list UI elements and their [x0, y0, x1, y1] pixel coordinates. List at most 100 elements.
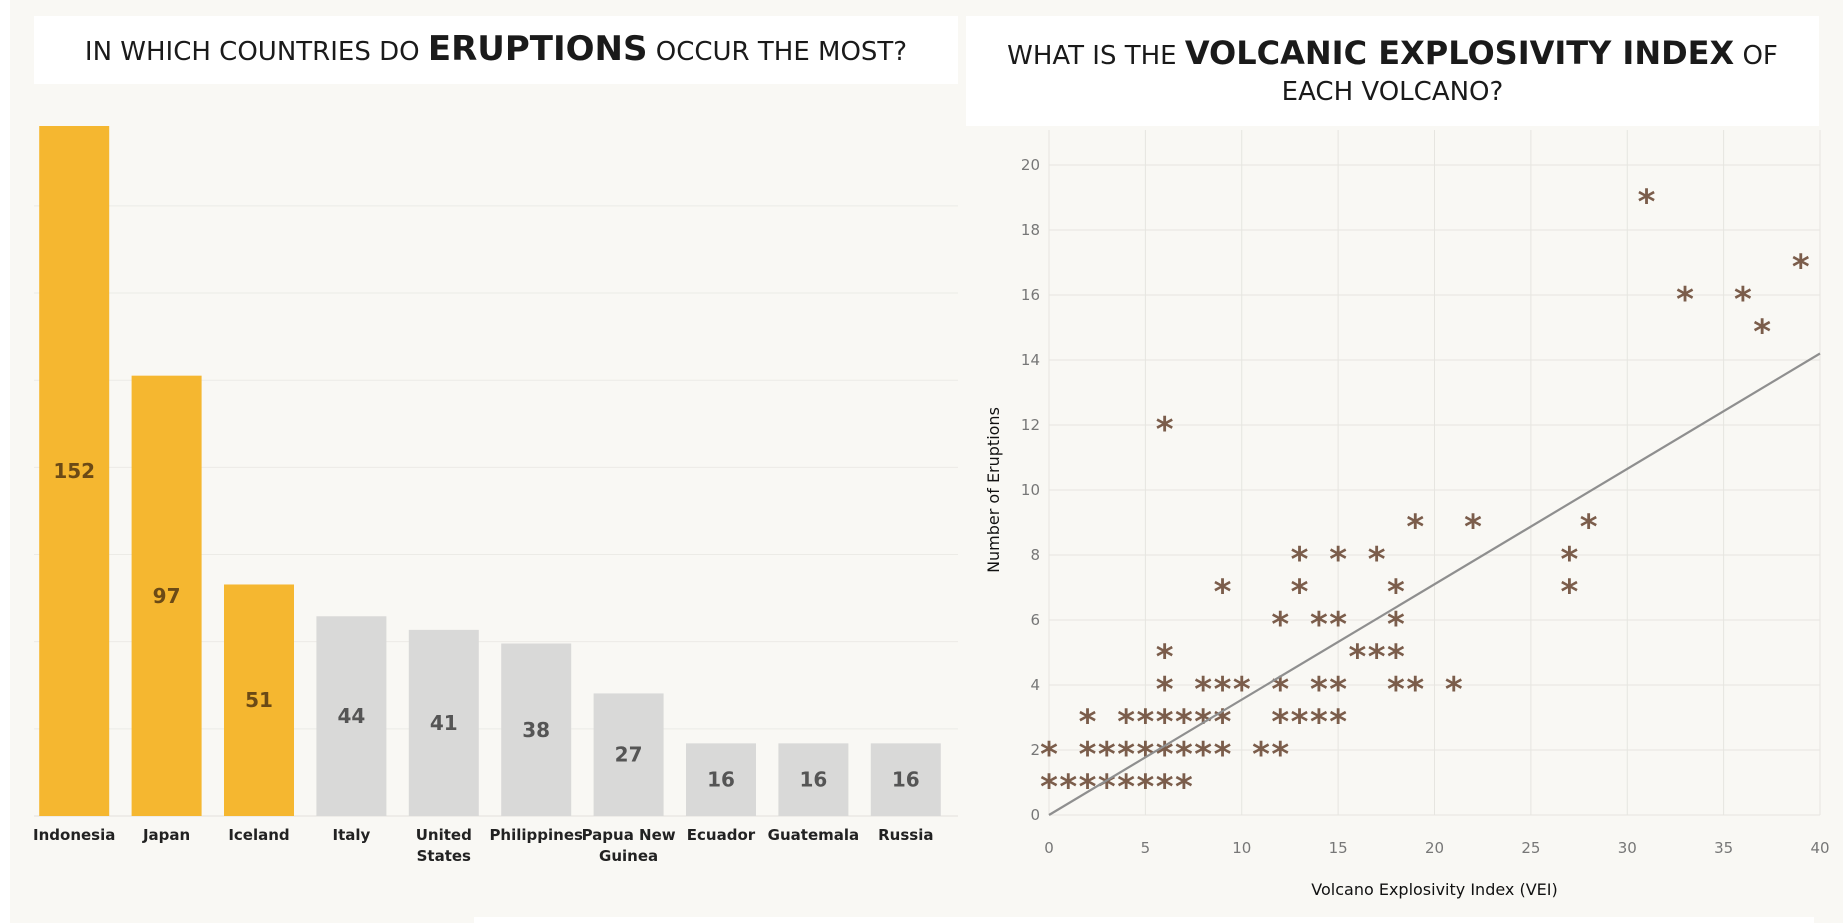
scatter-point: *	[1291, 540, 1309, 580]
scatter-point: *	[1310, 605, 1328, 645]
scatter-point: *	[1079, 703, 1097, 743]
scatter-point: *	[1156, 703, 1174, 743]
scatter-point: *	[1156, 638, 1174, 678]
scatter-point: *	[1252, 735, 1270, 775]
scatter-point: *	[1291, 703, 1309, 743]
scatter-x-tick-label: 35	[1714, 839, 1733, 857]
scatter-y-tick-label: 8	[1030, 546, 1040, 564]
scatter-point: *	[1175, 703, 1193, 743]
scatter-y-tick-label: 14	[1021, 351, 1040, 369]
bar-title-part-1: IN WHICH COUNTRIES DO	[84, 37, 428, 68]
bar-data-label: 16	[799, 768, 827, 792]
bar-philippines	[501, 643, 572, 816]
bar-japan	[131, 375, 202, 816]
scatter-x-axis-label: Volcano Explosivity Index (VEI)	[1311, 880, 1557, 899]
scatter-point: *	[1233, 670, 1251, 710]
scatter-point: *	[1156, 735, 1174, 775]
scatter-y-tick-label: 6	[1030, 611, 1040, 629]
bar-data-label: 44	[337, 704, 365, 728]
bar-data-label: 41	[430, 711, 458, 735]
bar-category-label: United States	[416, 826, 472, 865]
scatter-point: *	[1329, 540, 1347, 580]
bar-russia	[870, 743, 941, 816]
scatter-y-tick-label: 4	[1030, 676, 1040, 694]
bar-data-label: 51	[245, 688, 273, 712]
scatter-point: *	[1792, 248, 1810, 288]
scatter-point: *	[1310, 670, 1328, 710]
bar-guatemala	[778, 743, 849, 816]
scatter-x-tick-label: 40	[1810, 839, 1829, 857]
scatter-point: *	[1194, 735, 1212, 775]
scatter-x-tick-label: 25	[1521, 839, 1540, 857]
bar-data-label: 38	[522, 718, 550, 742]
bar-title-emphasis: ERUPTIONS	[427, 29, 648, 70]
scatter-point: *	[1175, 768, 1193, 808]
scatter-point: *	[1214, 573, 1232, 613]
bar-category-label: Indonesia	[33, 826, 115, 844]
scatter-point: *	[1156, 768, 1174, 808]
bar-category-label: Iceland	[228, 826, 289, 844]
bar-united-states	[408, 629, 479, 816]
scatter-y-tick-label: 16	[1021, 286, 1040, 304]
scatter-point: *	[1387, 605, 1405, 645]
bar-category-label: Russia	[878, 826, 933, 844]
scatter-y-tick-label: 10	[1021, 481, 1040, 499]
scatter-x-tick-label: 0	[1044, 839, 1054, 857]
scatter-point: *	[1368, 540, 1386, 580]
bar-data-label: 27	[615, 743, 643, 767]
bar-papua-new-guinea	[593, 693, 664, 816]
scatter-title-part-2: OF EACH VOLCANO?	[1281, 40, 1778, 108]
scatter-y-tick-label: 2	[1030, 741, 1040, 759]
scatter-point: *	[1040, 768, 1058, 808]
scatter-point: *	[1464, 508, 1482, 548]
scatter-title-emphasis: VOLCANIC EXPLOSIVITY INDEX	[1184, 33, 1735, 72]
scatter-point: *	[1368, 638, 1386, 678]
scatter-point: *	[1676, 280, 1694, 320]
bar-category-label: Philippines	[489, 826, 583, 844]
scatter-trend-line	[1048, 352, 1821, 816]
scatter-point: *	[1059, 768, 1077, 808]
scatter-point: *	[1638, 183, 1656, 223]
scatter-point: *	[1387, 573, 1405, 613]
bar-data-label: 16	[892, 768, 920, 792]
scatter-point: *	[1194, 670, 1212, 710]
scatter-point: *	[1156, 410, 1174, 450]
bar-indonesia	[39, 126, 110, 816]
bar-data-label: 97	[153, 584, 181, 608]
scatter-x-tick-label: 30	[1618, 839, 1637, 857]
scatter-point: *	[1079, 735, 1097, 775]
bar-data-label: 16	[707, 768, 735, 792]
scatter-point: *	[1098, 735, 1116, 775]
bar-category-label: Papua New Guinea	[582, 826, 676, 865]
scatter-point: *	[1329, 605, 1347, 645]
bar-category-label: Ecuador	[687, 826, 756, 844]
scatter-point: *	[1406, 508, 1424, 548]
scatter-point: *	[1445, 670, 1463, 710]
scatter-x-tick-label: 20	[1425, 839, 1444, 857]
scatter-point: *	[1156, 670, 1174, 710]
scatter-y-tick-label: 18	[1021, 221, 1040, 239]
scatter-point: *	[1214, 735, 1232, 775]
scatter-x-tick-label: 5	[1141, 839, 1151, 857]
bar-title-part-2: OCCUR THE MOST?	[647, 37, 908, 68]
scatter-point: *	[1329, 670, 1347, 710]
scatter-point: *	[1040, 735, 1058, 775]
scatter-point: *	[1136, 768, 1154, 808]
bar-category-label: Guatemala	[768, 826, 859, 844]
scatter-y-tick-label: 20	[1021, 156, 1040, 174]
scatter-point: *	[1561, 573, 1579, 613]
scatter-point: *	[1406, 670, 1424, 710]
scatter-point: *	[1175, 735, 1193, 775]
scatter-y-tick-label: 0	[1030, 806, 1040, 824]
scatter-point: *	[1561, 540, 1579, 580]
scatter-point: *	[1349, 638, 1367, 678]
scatter-point: *	[1136, 703, 1154, 743]
scatter-x-tick-label: 15	[1329, 839, 1348, 857]
bar-iceland	[224, 584, 294, 816]
scatter-point: *	[1117, 703, 1135, 743]
scatter-y-axis-label: Number of Eruptions	[984, 407, 1003, 573]
scatter-point: *	[1734, 280, 1752, 320]
bar-chart-title: IN WHICH COUNTRIES DO ERUPTIONS OCCUR TH…	[34, 16, 958, 84]
scatter-chart-panel	[962, 0, 1843, 923]
scatter-point: *	[1214, 703, 1232, 743]
